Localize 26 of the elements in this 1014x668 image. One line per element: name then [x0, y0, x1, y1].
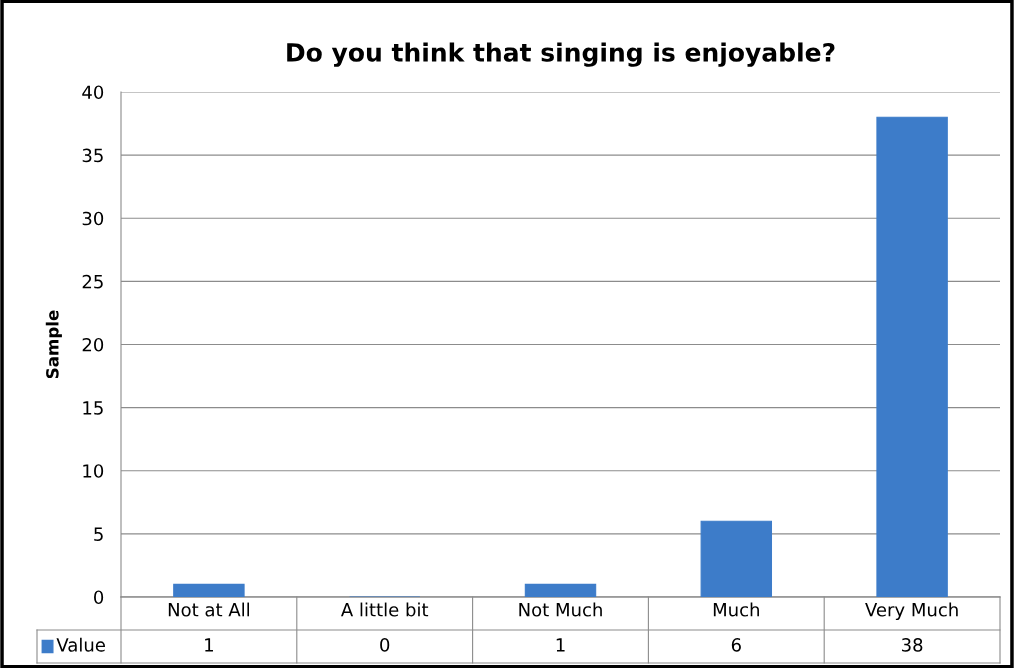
- data-label: 0: [380, 638, 390, 652]
- legend-label: Value: [56, 637, 105, 652]
- data-label: 6: [731, 638, 741, 652]
- data-label: 1: [556, 638, 565, 652]
- data-label: 1: [205, 638, 213, 652]
- y-tick-label: 35: [82, 148, 103, 163]
- y-tick-label: 15: [83, 401, 103, 415]
- bar: [173, 583, 245, 597]
- x-tick-label: Not Much: [519, 602, 602, 617]
- y-tick-label: 0: [94, 590, 104, 605]
- y-tick-label: 30: [82, 211, 104, 226]
- y-axis-title: Sample: [45, 310, 62, 379]
- y-tick-label: 25: [82, 274, 103, 289]
- data-label: 38: [901, 638, 923, 652]
- chart-title: Do you think that singing is enjoyable?: [287, 42, 835, 67]
- y-tick-label: 10: [83, 464, 104, 478]
- x-tick-label: A little bit: [340, 602, 429, 617]
- x-tick-label: Much: [713, 602, 759, 617]
- y-tick-label: 20: [82, 337, 104, 352]
- x-tick-label: Very Much: [865, 602, 958, 621]
- bar: [700, 520, 773, 597]
- y-tick-label: 5: [94, 527, 103, 541]
- y-tick-label: 40: [82, 85, 104, 100]
- bar: [876, 116, 948, 597]
- bar: [524, 583, 597, 597]
- x-tick-label: Not at All: [168, 602, 250, 617]
